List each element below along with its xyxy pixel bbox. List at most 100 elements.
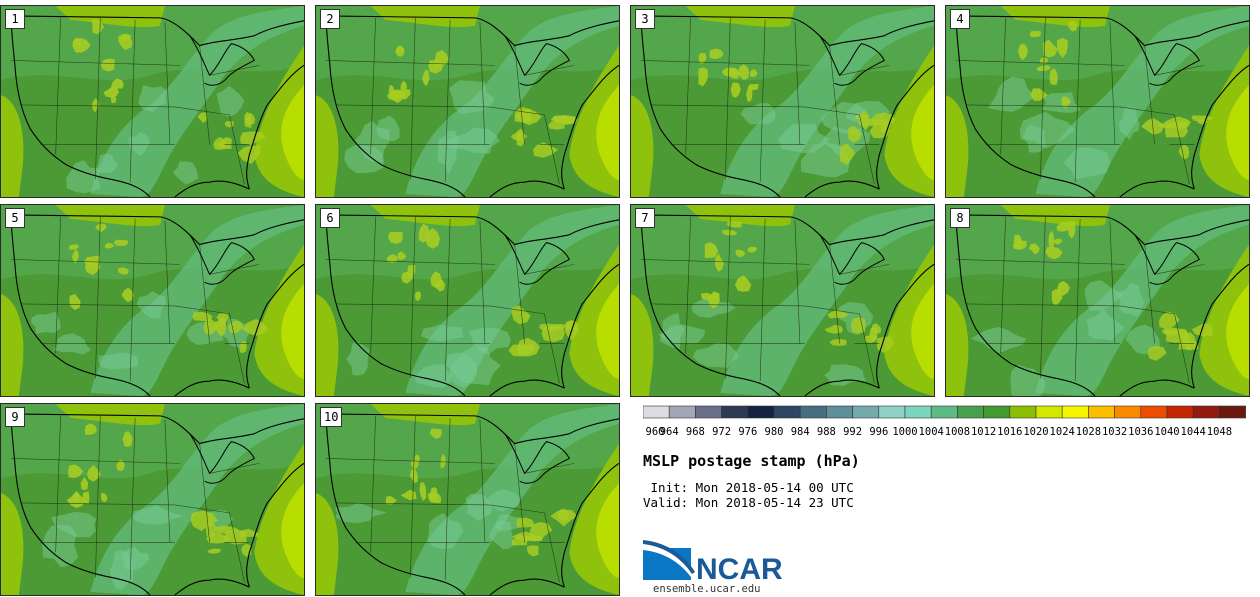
state-border (859, 114, 875, 185)
appalachian-patch (190, 510, 218, 532)
state-border (20, 303, 175, 307)
colorbar-swatch (747, 405, 775, 419)
member-number-label: 8 (950, 208, 970, 228)
state-border (1144, 244, 1155, 344)
state-border (444, 19, 451, 183)
rocky-mountain-patch (704, 242, 719, 258)
northern-high-region (685, 6, 795, 28)
state-border (20, 104, 175, 108)
colorbar-swatch (1219, 405, 1246, 419)
member-panel-8: 8 (945, 204, 1250, 397)
appalachian-patch (207, 548, 221, 554)
great-lakes-outline (189, 35, 255, 86)
terrain-texture-patch (50, 511, 97, 538)
rocky-mountain-patch (1029, 30, 1041, 38)
terrain-texture-patch (988, 76, 1037, 112)
state-border (325, 458, 495, 464)
appalachian-patch (213, 321, 226, 328)
rocky-mountain-patch (80, 476, 89, 491)
state-border (410, 415, 416, 578)
state-border (804, 106, 860, 116)
state-border (229, 114, 245, 185)
colorbar-tick-label: 1032 (1102, 426, 1127, 438)
mslp-map (1, 6, 304, 197)
member-panel-2: 2 (315, 5, 620, 198)
rocky-mountain-patch (72, 37, 81, 46)
member-panel-10: 10 (315, 403, 620, 596)
northern-high-region (370, 6, 480, 28)
rocky-mountain-patch (1018, 43, 1029, 61)
state-border (479, 21, 486, 145)
rocky-mountain-patch (1051, 289, 1063, 306)
colorbar-swatch (1088, 405, 1115, 419)
member-panel-6: 6 (315, 204, 620, 397)
appalachian-patch (240, 131, 266, 145)
rocky-mountain-patch (434, 278, 446, 292)
member-number-label: 6 (320, 208, 340, 228)
colorbar-swatch (1061, 405, 1089, 419)
member-number-label: 5 (5, 208, 25, 228)
appalachian-patch (205, 522, 217, 539)
rocky-mountain-patch (72, 492, 80, 503)
pacific-high-region (631, 95, 654, 197)
state-border (174, 106, 230, 116)
great-lakes-outline (189, 234, 255, 285)
terrain-texture-patch (136, 290, 166, 319)
rocky-mountain-patch (103, 87, 120, 98)
rocky-mountain-patch (91, 98, 99, 113)
terrain-texture-patch (98, 352, 139, 370)
northern-high-region (685, 205, 795, 227)
rocky-mountain-patch (730, 82, 741, 98)
rocky-mountain-patch (1042, 39, 1058, 58)
appalachian-patch (213, 137, 226, 150)
atlantic-high-core (596, 85, 619, 181)
state-border (1074, 19, 1081, 183)
terrain-texture-patch (42, 525, 79, 568)
colorbar-tick-label: 964 (660, 426, 679, 438)
northern-high-region (370, 205, 480, 227)
member-panel-5: 5 (0, 204, 305, 397)
colorbar-swatch (826, 405, 853, 419)
rocky-mountain-patch (118, 267, 129, 275)
state-border (650, 303, 805, 307)
colorbar-tick-label: 1036 (1128, 426, 1153, 438)
colorbar-swatch (1114, 405, 1142, 419)
state-border (129, 19, 136, 183)
state-border (55, 17, 61, 155)
state-border (829, 45, 840, 145)
northern-high-region (1000, 205, 1110, 227)
state-border (640, 259, 810, 265)
terrain-texture-patch (437, 130, 459, 176)
rocky-mountain-patch (95, 223, 107, 233)
terrain-texture-patch (469, 327, 511, 355)
state-border (55, 216, 61, 354)
coastline-border (325, 413, 619, 595)
state-border (489, 504, 545, 514)
pacific-high-region (1, 95, 24, 197)
rocky-mountain-patch (104, 242, 115, 249)
colorbar-tick-label: 976 (738, 426, 757, 438)
coastline-border (640, 15, 934, 197)
terrain-texture-patch (1086, 309, 1125, 341)
rocky-mountain-patch (1052, 238, 1063, 245)
colorbar-tick-label: 1028 (1076, 426, 1101, 438)
rocky-mountain-patch (747, 246, 758, 253)
coastline-border (325, 15, 619, 197)
colorbar-tick-label: 1004 (919, 426, 944, 438)
state-border (640, 60, 810, 66)
state-border (410, 216, 416, 379)
colorbar-tick-label: 1024 (1050, 426, 1075, 438)
member-number-label: 7 (635, 208, 655, 228)
rocky-mountain-patch (385, 495, 397, 505)
state-border (10, 60, 180, 66)
appalachian-patch (516, 128, 526, 147)
state-border (229, 313, 245, 384)
coastline-border (325, 214, 619, 396)
rocky-mountain-patch (414, 454, 421, 465)
pacific-high-region (1, 294, 24, 396)
atlantic-high-core (596, 483, 619, 579)
terrain-texture-patch (427, 512, 464, 550)
northern-high-region (55, 205, 165, 227)
appalachian-patch (1179, 328, 1190, 346)
colorbar-tick-label: 992 (843, 426, 862, 438)
